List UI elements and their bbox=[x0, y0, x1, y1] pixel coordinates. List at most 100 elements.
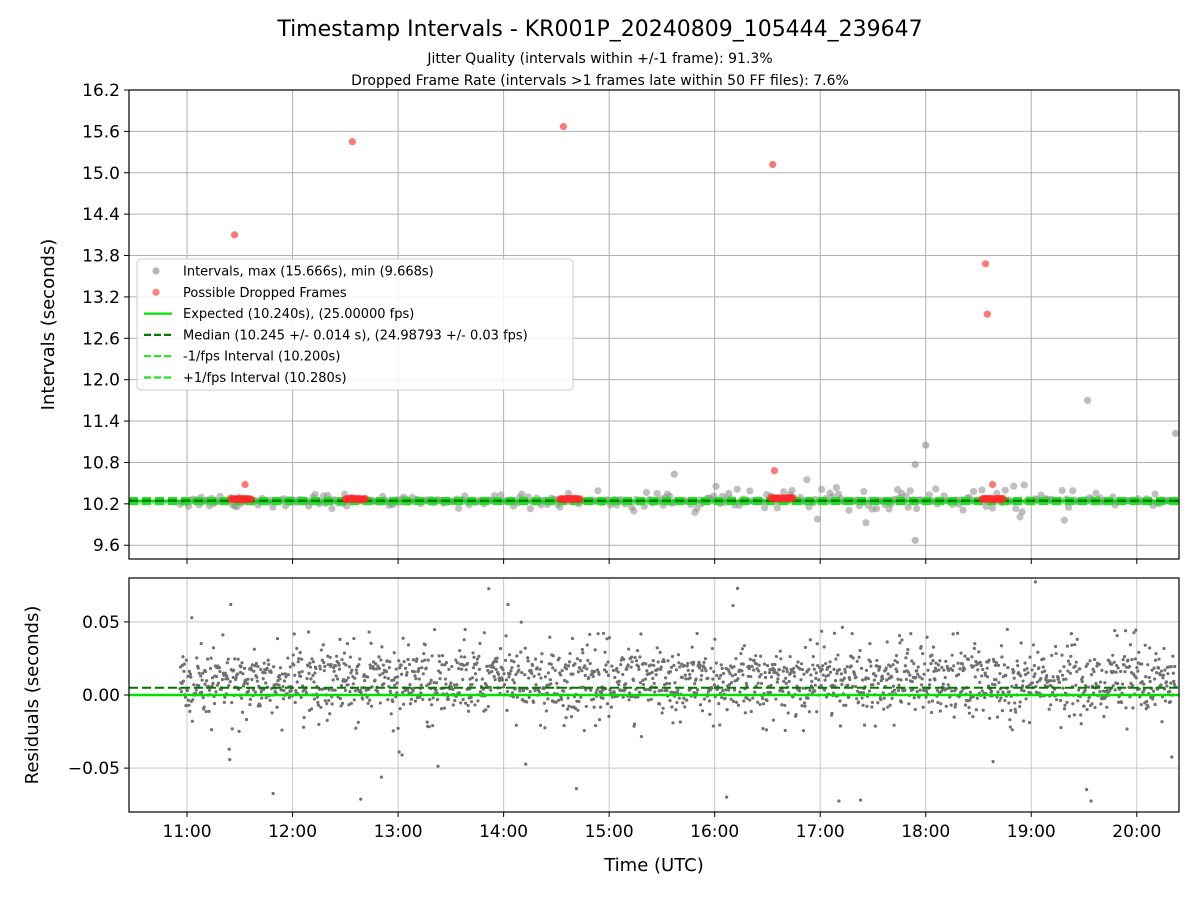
residual-point bbox=[1045, 673, 1049, 678]
residual-point bbox=[289, 689, 293, 693]
residual-point bbox=[186, 674, 190, 679]
residual-point bbox=[986, 675, 990, 679]
residual-point bbox=[970, 655, 974, 659]
residual-point bbox=[753, 690, 757, 694]
residual-point bbox=[597, 718, 602, 722]
residual-point bbox=[862, 723, 867, 727]
residual-point bbox=[931, 659, 935, 663]
residual-point bbox=[767, 670, 772, 675]
residual-point bbox=[378, 701, 383, 705]
residual-point bbox=[936, 700, 940, 705]
residual-point bbox=[400, 672, 404, 676]
residual-point bbox=[1171, 671, 1175, 675]
residual-point bbox=[962, 667, 967, 671]
residual-point bbox=[415, 657, 419, 661]
residual-point bbox=[651, 659, 655, 663]
legend-label: Expected (10.240s), (25.00000 fps) bbox=[183, 307, 414, 322]
residual-point bbox=[998, 671, 1002, 676]
residual-point bbox=[440, 663, 444, 667]
residual-point bbox=[724, 688, 728, 692]
residual-point bbox=[896, 677, 900, 681]
residual-point bbox=[656, 660, 660, 664]
residual-point bbox=[280, 728, 284, 732]
residual-point bbox=[713, 637, 717, 641]
residual-point bbox=[950, 653, 954, 657]
residual-point bbox=[783, 703, 787, 708]
residual-point bbox=[312, 697, 317, 701]
residual-point bbox=[337, 663, 341, 667]
residual-point bbox=[890, 675, 894, 679]
residual-point bbox=[223, 695, 227, 699]
residual-point bbox=[906, 670, 910, 674]
residual-point bbox=[942, 668, 946, 672]
residual-point bbox=[490, 669, 494, 674]
residual-point bbox=[459, 701, 463, 705]
residual-point bbox=[840, 682, 844, 686]
residual-point bbox=[802, 672, 806, 676]
residual-point bbox=[300, 669, 304, 674]
residual-point bbox=[652, 681, 656, 685]
residual-point bbox=[1030, 668, 1034, 672]
residual-point bbox=[895, 660, 900, 664]
residual-point bbox=[956, 631, 960, 635]
residual-point bbox=[183, 695, 188, 699]
residual-point bbox=[306, 630, 311, 634]
residual-point bbox=[609, 705, 614, 709]
residual-point bbox=[385, 659, 389, 663]
residual-point bbox=[973, 675, 977, 679]
residual-point bbox=[563, 678, 567, 683]
residual-point bbox=[892, 723, 896, 727]
residual-point bbox=[1128, 643, 1133, 647]
residual-point bbox=[677, 661, 681, 665]
chart-subtitle-dropped: Dropped Frame Rate (intervals >1 frames … bbox=[351, 73, 849, 89]
residual-point bbox=[250, 663, 254, 667]
residual-point bbox=[562, 723, 566, 728]
residual-point bbox=[588, 661, 592, 666]
residual-point bbox=[1086, 699, 1090, 703]
residual-point bbox=[1074, 683, 1078, 687]
residual-point bbox=[565, 680, 569, 684]
residual-point bbox=[444, 682, 448, 686]
residual-point bbox=[769, 683, 773, 687]
residual-point bbox=[436, 764, 440, 768]
residual-point bbox=[593, 648, 597, 652]
residual-point bbox=[592, 697, 596, 701]
residual-point bbox=[745, 696, 749, 700]
residual-point bbox=[872, 672, 876, 676]
residual-point bbox=[799, 662, 804, 666]
residual-point bbox=[1126, 658, 1130, 662]
residual-point bbox=[523, 673, 527, 677]
residual-point bbox=[972, 664, 976, 668]
residual-point bbox=[889, 664, 893, 669]
residual-point bbox=[837, 668, 842, 672]
residual-point bbox=[226, 677, 230, 681]
residual-point bbox=[969, 696, 973, 700]
residual-point bbox=[386, 697, 390, 702]
residual-point bbox=[857, 700, 861, 704]
residual-point bbox=[855, 697, 859, 701]
residual-point bbox=[717, 702, 721, 706]
residual-point bbox=[1130, 683, 1135, 688]
residual-point bbox=[653, 690, 657, 694]
residual-point bbox=[186, 698, 190, 702]
residual-point bbox=[591, 671, 595, 676]
residual-point bbox=[505, 689, 510, 694]
residual-point bbox=[529, 668, 533, 673]
interval-point bbox=[269, 503, 277, 511]
residual-point bbox=[398, 707, 402, 711]
residual-point bbox=[648, 672, 652, 676]
residual-point bbox=[587, 675, 591, 680]
residual-point bbox=[664, 682, 669, 686]
residual-point bbox=[760, 696, 765, 701]
residual-point bbox=[364, 688, 368, 692]
residual-point bbox=[1033, 580, 1038, 584]
dropped-frame-point bbox=[983, 310, 991, 318]
residual-point bbox=[974, 659, 978, 664]
interval-point bbox=[761, 504, 769, 512]
residual-point bbox=[963, 654, 967, 658]
residual-point bbox=[562, 689, 566, 693]
residual-point bbox=[200, 678, 204, 682]
residual-point bbox=[292, 663, 296, 667]
residual-point bbox=[854, 684, 858, 689]
residual-point bbox=[915, 689, 919, 694]
